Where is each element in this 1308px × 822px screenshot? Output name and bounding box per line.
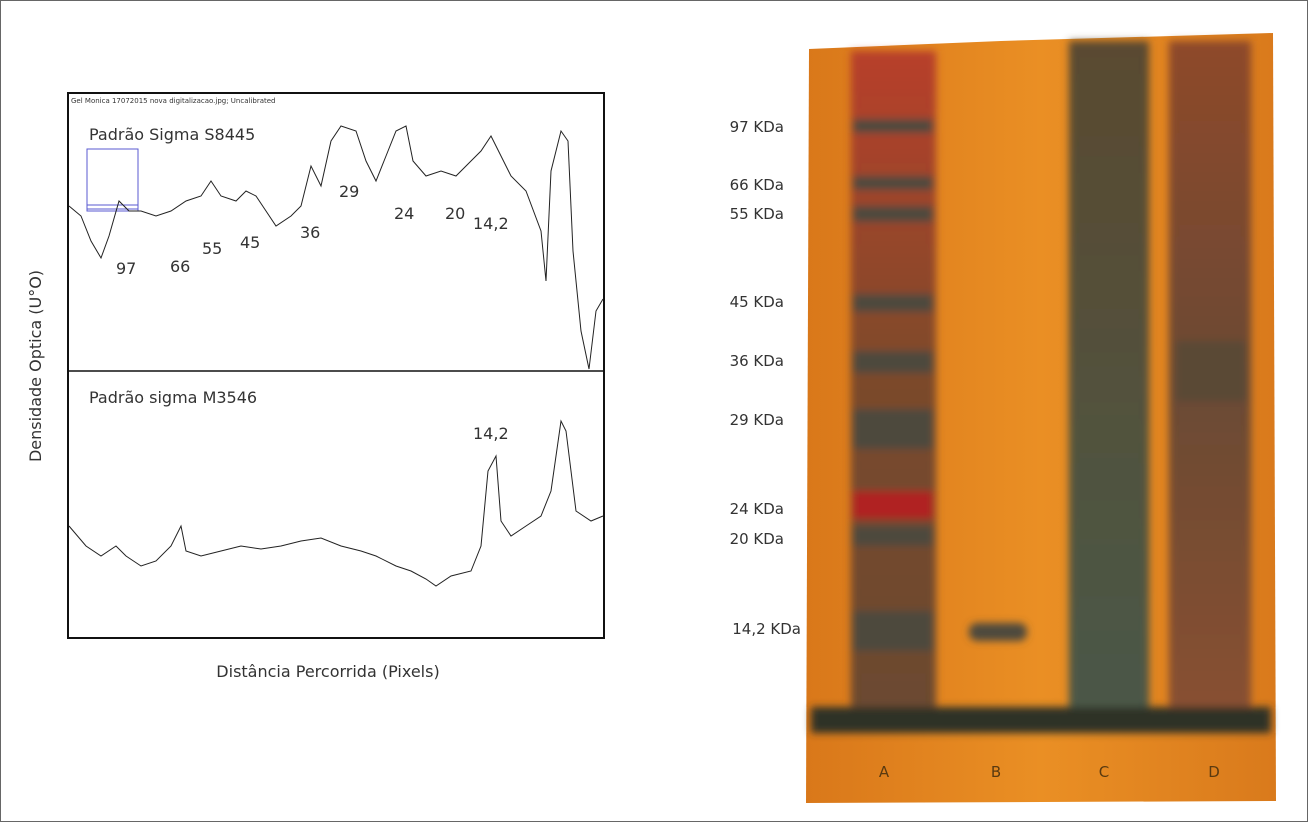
marker-label: 97 KDa	[730, 118, 784, 136]
image-header: Gel Monica 17072015 nova digitalizacao.j…	[71, 97, 276, 105]
marker-label: 45 KDa	[730, 293, 784, 311]
figure-svg: Gel Monica 17072015 nova digitalizacao.j…	[1, 1, 1307, 821]
peak-label: 14,2	[473, 424, 509, 443]
peak-label: 36	[300, 223, 320, 242]
well-band	[811, 707, 1271, 733]
peak-label: 24	[394, 204, 414, 223]
panel-title: Padrão Sigma S8445	[89, 125, 255, 144]
panel-title: Padrão sigma M3546	[89, 388, 257, 407]
profile-frame	[68, 93, 604, 638]
peak-label: 14,2	[473, 214, 509, 233]
peak-label: 66	[170, 257, 190, 276]
band-b	[969, 623, 1027, 641]
lane-label: C	[1099, 763, 1109, 781]
figure: Gel Monica 17072015 nova digitalizacao.j…	[0, 0, 1308, 822]
peak-label: 45	[240, 233, 260, 252]
marker-label: 14,2 KDa	[732, 620, 801, 638]
red-band	[853, 491, 933, 519]
lane-c	[1069, 41, 1149, 731]
marker-label: 36 KDa	[730, 352, 784, 370]
peak-label: 55	[202, 239, 222, 258]
marker-label: 29 KDa	[730, 411, 784, 429]
band-d	[1176, 341, 1246, 401]
lane-label: A	[879, 763, 890, 781]
y-axis-label: Densidade Optica (U°O)	[26, 270, 45, 462]
peak-label: 29	[339, 182, 359, 201]
x-axis-label: Distância Percorrida (Pixels)	[216, 662, 439, 681]
lane-label: B	[991, 763, 1001, 781]
marker-label: 20 KDa	[730, 530, 784, 548]
peak-label: 20	[445, 204, 465, 223]
marker-label: 24 KDa	[730, 500, 784, 518]
lane-label: D	[1208, 763, 1220, 781]
peak-label: 97	[116, 259, 136, 278]
marker-label: 66 KDa	[730, 176, 784, 194]
marker-label: 55 KDa	[730, 205, 784, 223]
